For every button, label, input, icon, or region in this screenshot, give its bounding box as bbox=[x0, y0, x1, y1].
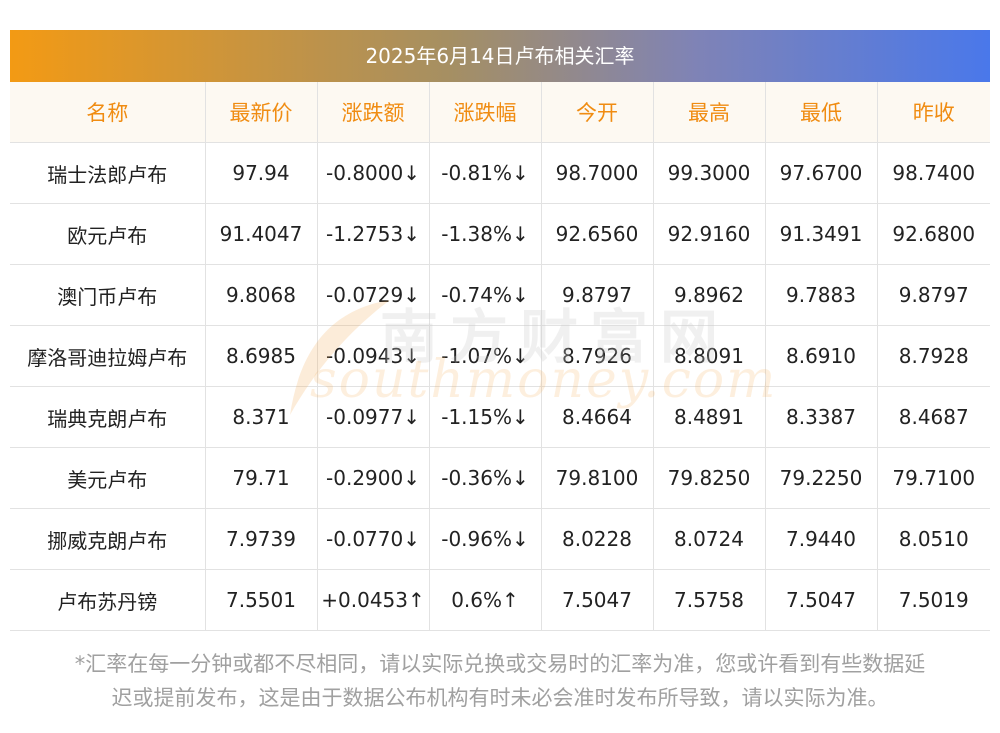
column-header-low: 最低 bbox=[764, 82, 877, 143]
open-price: 8.4664 bbox=[540, 386, 653, 448]
prev-close-price: 8.7928 bbox=[876, 325, 990, 387]
high-price: 9.8962 bbox=[652, 264, 765, 326]
low-price: 8.3387 bbox=[764, 386, 877, 448]
high-price: 79.8250 bbox=[652, 447, 765, 509]
latest-price: 8.6985 bbox=[204, 325, 317, 387]
change-percent: -1.15%↓ bbox=[428, 386, 541, 448]
prev-close-price: 92.6800 bbox=[876, 203, 990, 265]
change-amount: -0.8000↓ bbox=[316, 142, 429, 204]
high-price: 8.0724 bbox=[652, 508, 765, 570]
open-price: 8.7926 bbox=[540, 325, 653, 387]
prev-close-price: 8.0510 bbox=[876, 508, 990, 570]
change-amount: -0.0729↓ bbox=[316, 264, 429, 326]
change-amount: +0.0453↑ bbox=[316, 569, 429, 631]
disclaimer-line-1: *汇率在每一分钟或都不尽相同，请以实际兑换或交易时的汇率为准，您或许看到有些数据… bbox=[74, 652, 926, 676]
change-percent: -0.81%↓ bbox=[428, 142, 541, 204]
low-price: 7.5047 bbox=[764, 569, 877, 631]
low-price: 97.6700 bbox=[764, 142, 877, 204]
open-price: 8.0228 bbox=[540, 508, 653, 570]
change-percent: 0.6%↑ bbox=[428, 569, 541, 631]
low-price: 79.2250 bbox=[764, 447, 877, 509]
latest-price: 9.8068 bbox=[204, 264, 317, 326]
latest-price: 7.5501 bbox=[204, 569, 317, 631]
change-percent: -1.07%↓ bbox=[428, 325, 541, 387]
high-price: 8.4891 bbox=[652, 386, 765, 448]
exchange-rate-table: 名称 最新价 涨跌额 涨跌幅 今开 最高 最低 昨收 瑞士法郎卢布 97.94 … bbox=[10, 82, 990, 631]
table-row: 卢布苏丹镑 7.5501 +0.0453↑ 0.6%↑ 7.5047 7.575… bbox=[10, 569, 990, 631]
disclaimer-footnote: *汇率在每一分钟或都不尽相同，请以实际兑换或交易时的汇率为准，您或许看到有些数据… bbox=[10, 647, 990, 715]
currency-pair-name: 美元卢布 bbox=[10, 447, 205, 509]
high-price: 92.9160 bbox=[652, 203, 765, 265]
open-price: 9.8797 bbox=[540, 264, 653, 326]
column-header-change-pct: 涨跌幅 bbox=[428, 82, 541, 143]
change-amount: -0.2900↓ bbox=[316, 447, 429, 509]
column-header-latest: 最新价 bbox=[204, 82, 317, 143]
currency-pair-name: 挪威克朗卢布 bbox=[10, 508, 205, 570]
currency-pair-name: 瑞典克朗卢布 bbox=[10, 386, 205, 448]
low-price: 91.3491 bbox=[764, 203, 877, 265]
prev-close-price: 9.8797 bbox=[876, 264, 990, 326]
prev-close-price: 79.7100 bbox=[876, 447, 990, 509]
prev-close-price: 7.5019 bbox=[876, 569, 990, 631]
currency-pair-name: 卢布苏丹镑 bbox=[10, 569, 205, 631]
high-price: 8.8091 bbox=[652, 325, 765, 387]
change-amount: -0.0943↓ bbox=[316, 325, 429, 387]
page-title: 2025年6月14日卢布相关汇率 bbox=[10, 30, 990, 82]
low-price: 8.6910 bbox=[764, 325, 877, 387]
change-amount: -1.2753↓ bbox=[316, 203, 429, 265]
open-price: 92.6560 bbox=[540, 203, 653, 265]
currency-pair-name: 欧元卢布 bbox=[10, 203, 205, 265]
column-header-prev-close: 昨收 bbox=[876, 82, 990, 143]
latest-price: 8.371 bbox=[204, 386, 317, 448]
table-header-row: 名称 最新价 涨跌额 涨跌幅 今开 最高 最低 昨收 bbox=[10, 82, 990, 143]
table-row: 澳门币卢布 9.8068 -0.0729↓ -0.74%↓ 9.8797 9.8… bbox=[10, 264, 990, 326]
change-percent: -0.74%↓ bbox=[428, 264, 541, 326]
table-row: 美元卢布 79.71 -0.2900↓ -0.36%↓ 79.8100 79.8… bbox=[10, 447, 990, 509]
high-price: 7.5758 bbox=[652, 569, 765, 631]
open-price: 7.5047 bbox=[540, 569, 653, 631]
table-row: 挪威克朗卢布 7.9739 -0.0770↓ -0.96%↓ 8.0228 8.… bbox=[10, 508, 990, 570]
column-header-open: 今开 bbox=[540, 82, 653, 143]
table-row: 瑞典克朗卢布 8.371 -0.0977↓ -1.15%↓ 8.4664 8.4… bbox=[10, 386, 990, 448]
currency-pair-name: 瑞士法郎卢布 bbox=[10, 142, 205, 204]
change-amount: -0.0977↓ bbox=[316, 386, 429, 448]
currency-pair-name: 摩洛哥迪拉姆卢布 bbox=[10, 325, 205, 387]
latest-price: 7.9739 bbox=[204, 508, 317, 570]
latest-price: 79.71 bbox=[204, 447, 317, 509]
change-percent: -0.96%↓ bbox=[428, 508, 541, 570]
disclaimer-line-2: 迟或提前发布，这是由于数据公布机构有时未必会准时发布所导致，请以实际为准。 bbox=[111, 686, 889, 710]
column-header-change: 涨跌额 bbox=[316, 82, 429, 143]
change-percent: -0.36%↓ bbox=[428, 447, 541, 509]
column-header-name: 名称 bbox=[10, 82, 205, 143]
high-price: 99.3000 bbox=[652, 142, 765, 204]
table-row: 瑞士法郎卢布 97.94 -0.8000↓ -0.81%↓ 98.7000 99… bbox=[10, 142, 990, 204]
latest-price: 97.94 bbox=[204, 142, 317, 204]
currency-pair-name: 澳门币卢布 bbox=[10, 264, 205, 326]
open-price: 98.7000 bbox=[540, 142, 653, 204]
change-amount: -0.0770↓ bbox=[316, 508, 429, 570]
table-row: 欧元卢布 91.4047 -1.2753↓ -1.38%↓ 92.6560 92… bbox=[10, 203, 990, 265]
prev-close-price: 8.4687 bbox=[876, 386, 990, 448]
table-row: 摩洛哥迪拉姆卢布 8.6985 -0.0943↓ -1.07%↓ 8.7926 … bbox=[10, 325, 990, 387]
low-price: 7.9440 bbox=[764, 508, 877, 570]
column-header-high: 最高 bbox=[652, 82, 765, 143]
low-price: 9.7883 bbox=[764, 264, 877, 326]
prev-close-price: 98.7400 bbox=[876, 142, 990, 204]
change-percent: -1.38%↓ bbox=[428, 203, 541, 265]
latest-price: 91.4047 bbox=[204, 203, 317, 265]
open-price: 79.8100 bbox=[540, 447, 653, 509]
